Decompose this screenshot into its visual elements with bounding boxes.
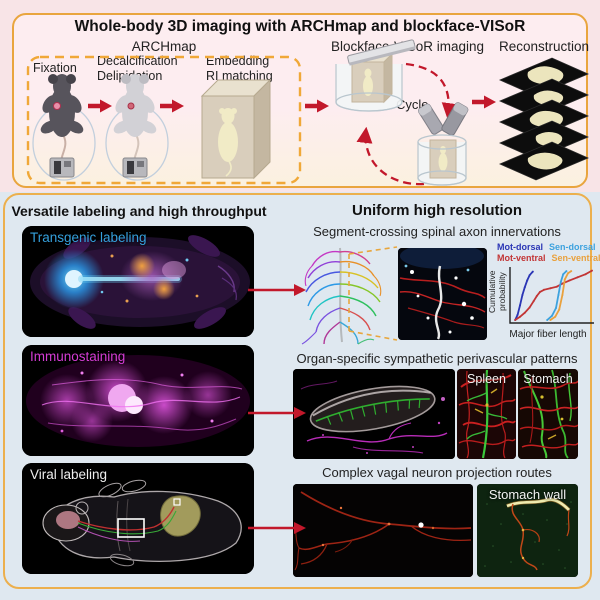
chart-x-axis-label: Major fiber length [509,329,587,340]
reconstruction-label: Reconstruction [498,39,590,54]
left-panel-title: Versatile labeling and high throughput [11,203,267,219]
data-point [562,273,565,276]
section3-heading: Complex vagal neuron projection routes [322,465,552,480]
data-point [555,307,557,309]
data-point [584,273,587,276]
right-panel-title: Uniform high resolution [352,202,522,219]
legend-sen-dorsal: Sen-dorsal [549,242,596,252]
chart-axes [509,267,594,324]
viral-labeling-label: Viral labeling [30,467,108,482]
data-point [535,295,538,297]
data-point [559,281,562,283]
spleen-overview-image [293,369,455,459]
stomach-label: Stomach [523,372,573,386]
legend-mot-ventral: Mot-ventral [497,252,546,263]
data-point [551,314,553,317]
data-point [519,304,521,307]
data-point [554,315,557,318]
spinal-tracing-image [301,247,382,345]
legend-sen-ventral: Sen-ventral [551,252,600,263]
data-point [519,315,521,318]
data-point [567,272,569,275]
data-point [568,279,571,282]
spleen-closeup-image: Spleen [457,369,516,459]
data-point [539,290,541,293]
transgenic-art [22,226,254,337]
data-point [565,270,568,273]
blockface-visor-label: Blockface-VISoR imaging [330,39,485,54]
data-point [514,319,517,321]
stomach-wall-label: Stomach wall [488,487,567,502]
transgenic-labeling-label: Transgenic labeling [30,230,147,245]
bottom-outer-frame [3,193,592,589]
section2-heading: Organ-specific sympathetic perivascular … [296,351,578,366]
section1-heading: Segment-crossing spinal axon innervation… [313,224,561,239]
data-point [523,311,526,314]
data-point [516,313,519,316]
stomach-closeup-image: Stomach [518,369,578,459]
data-point [558,308,561,311]
chart-legend: Mot-dorsal Sen-dorsal Mot-ventral Sen-ventr… [497,242,600,263]
data-point [546,319,549,321]
legend-mot-dorsal: Mot-dorsal [497,242,543,252]
data-point [526,279,529,282]
cycle-label: Cycle [396,97,429,112]
spleen-closeup-art [457,369,516,459]
vagal-routes-image [293,484,473,577]
data-point [561,294,564,296]
stomach-closeup-art [518,369,578,459]
data-point [549,319,552,321]
spleen-overview-art [293,369,455,459]
spinal-microscopy-art [398,248,487,340]
spleen-label: Spleen [467,372,506,386]
spinal-microscopy-image [398,248,487,340]
data-point [563,278,566,281]
step-decalcification: Decalcification Delipidation [97,54,178,83]
data-point [561,282,564,285]
data-point [523,286,526,289]
data-point [543,288,545,291]
vagal-routes-art [293,484,473,577]
stomach-wall-art [477,484,578,577]
data-point [528,274,531,277]
archmap-label: ARCHmap [131,39,197,54]
viral-art [22,463,254,574]
transgenic-labeling-image: Transgenic labeling [22,226,254,337]
immunostaining-image: Immunostaining [22,345,254,456]
top-panel-title: Whole-body 3D imaging with ARCHmap and b… [74,18,526,35]
immunostaining-label: Immunostaining [30,349,126,364]
data-point [549,287,552,290]
data-point [531,270,534,273]
stomach-wall-image: Stomach wall [477,484,578,577]
data-point [570,270,573,273]
data-point [532,300,535,303]
data-point [557,294,560,296]
viral-labeling-image: Viral labeling [22,463,254,574]
data-point [528,306,531,309]
data-point [591,269,593,272]
fiber-length-chart [509,267,594,324]
data-point [521,294,524,296]
immunostaining-art [22,345,254,456]
data-point [555,285,558,288]
step-fixation: Fixation [33,61,77,75]
data-point [576,276,579,279]
step-embedding: Embedding RI matching [206,54,273,83]
